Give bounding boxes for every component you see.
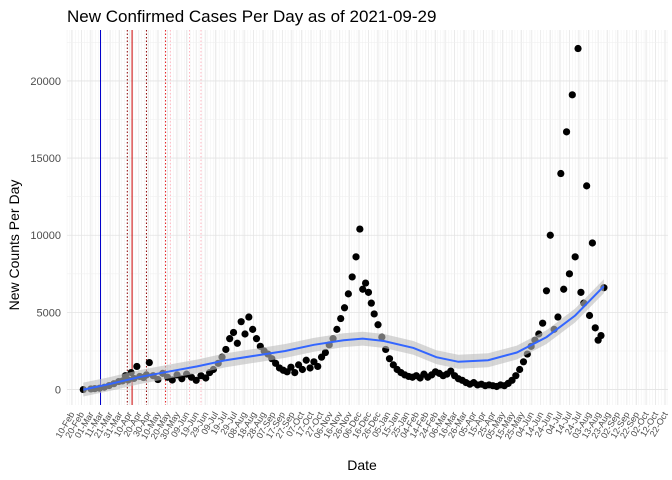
- data-point: [374, 321, 382, 329]
- data-point: [202, 374, 210, 382]
- data-point: [385, 355, 394, 363]
- reference-lines: [99, 30, 202, 405]
- data-point: [356, 225, 364, 233]
- data-point: [298, 365, 307, 374]
- data-point: [591, 324, 599, 332]
- data-point: [241, 330, 249, 338]
- data-point: [222, 345, 230, 354]
- data-point: [340, 304, 349, 312]
- data-point: [287, 363, 295, 371]
- grid: [66, 30, 668, 405]
- data-point: [337, 314, 345, 323]
- data-point: [252, 335, 261, 343]
- data-point: [557, 169, 565, 178]
- data-point: [226, 335, 234, 343]
- y-tick-label: 15000: [30, 153, 61, 165]
- data-point: [367, 299, 375, 307]
- data-point: [577, 288, 585, 296]
- x-axis-ticks: 10-Feb20-Feb01-Mar11-Mar21-Mar31-Mar10-A…: [54, 410, 671, 441]
- data-point: [321, 348, 329, 357]
- data-point: [542, 287, 551, 295]
- data-point: [291, 368, 299, 377]
- data-point: [333, 325, 341, 333]
- x-axis-title: Date: [347, 457, 377, 473]
- data-point: [574, 44, 582, 53]
- data-point: [145, 358, 153, 367]
- smooth-trend: [83, 279, 605, 397]
- data-point: [554, 313, 562, 321]
- data-point: [512, 372, 520, 380]
- data-point: [565, 270, 574, 278]
- y-axis-title: New Counts Per Day: [6, 180, 22, 311]
- data-point: [539, 319, 547, 327]
- data-point: [233, 339, 241, 347]
- y-axis-ticks: 0 5000 10000 15000 20000: [30, 76, 61, 397]
- data-point: [314, 362, 322, 371]
- data-point: [245, 313, 253, 321]
- data-point: [583, 182, 591, 190]
- data-point: [352, 253, 360, 261]
- chart-title: New Confirmed Cases Per Day as of 2021-0…: [67, 7, 436, 26]
- y-tick-label: 5000: [37, 307, 61, 319]
- y-tick-label: 10000: [30, 230, 61, 242]
- data-point: [361, 279, 370, 287]
- data-point: [192, 376, 200, 384]
- data-point: [597, 331, 605, 340]
- data-point: [133, 362, 141, 371]
- data-point: [560, 285, 568, 293]
- data-point: [306, 364, 314, 372]
- data-point: [516, 365, 524, 374]
- data-point: [237, 318, 245, 326]
- data-point: [229, 328, 238, 337]
- data-point: [364, 288, 373, 296]
- y-tick-label: 20000: [30, 76, 61, 88]
- data-point: [359, 285, 367, 293]
- smooth-line: [83, 285, 605, 391]
- data-point: [571, 253, 579, 261]
- data-point: [302, 356, 310, 364]
- data-point: [344, 290, 352, 298]
- y-tick-label: 0: [55, 385, 61, 397]
- data-point: [348, 273, 356, 281]
- data-point: [546, 231, 554, 239]
- smooth-confidence-band: [83, 279, 604, 397]
- data-point: [370, 310, 378, 318]
- data-point: [562, 128, 571, 136]
- data-point: [519, 358, 528, 366]
- data-point: [178, 375, 186, 383]
- data-point: [568, 91, 576, 99]
- data-point: [588, 239, 596, 247]
- data-point: [249, 325, 257, 333]
- data-point: [585, 311, 594, 320]
